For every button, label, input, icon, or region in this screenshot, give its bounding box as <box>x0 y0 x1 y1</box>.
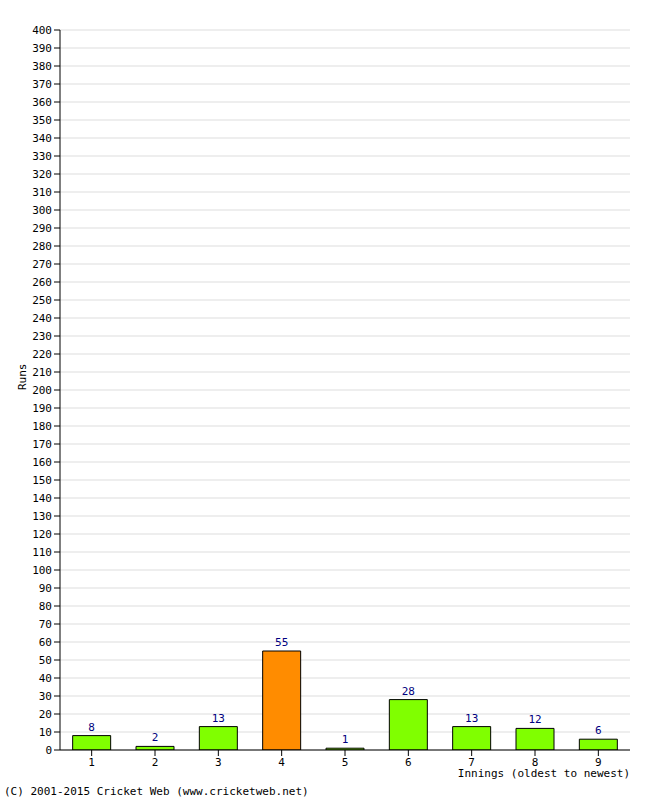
svg-text:3: 3 <box>215 756 222 769</box>
svg-text:9: 9 <box>595 756 602 769</box>
svg-text:90: 90 <box>39 582 52 595</box>
svg-text:360: 360 <box>32 96 52 109</box>
svg-text:120: 120 <box>32 528 52 541</box>
svg-text:50: 50 <box>39 654 52 667</box>
svg-text:100: 100 <box>32 564 52 577</box>
svg-text:270: 270 <box>32 258 52 271</box>
svg-text:30: 30 <box>39 690 52 703</box>
svg-text:13: 13 <box>465 712 478 725</box>
svg-text:180: 180 <box>32 420 52 433</box>
svg-text:2: 2 <box>152 731 159 744</box>
svg-text:340: 340 <box>32 132 52 145</box>
svg-text:1: 1 <box>88 756 95 769</box>
svg-text:8: 8 <box>532 756 539 769</box>
svg-text:200: 200 <box>32 384 52 397</box>
svg-text:290: 290 <box>32 222 52 235</box>
svg-text:220: 220 <box>32 348 52 361</box>
svg-text:0: 0 <box>45 744 52 757</box>
svg-text:250: 250 <box>32 294 52 307</box>
svg-text:20: 20 <box>39 708 52 721</box>
svg-text:60: 60 <box>39 636 52 649</box>
svg-text:280: 280 <box>32 240 52 253</box>
html-text:(C) 2001-2015 Cricket Web (www: (C) 2001-2015 Cricket Web (www.cricketwe… <box>4 785 309 798</box>
svg-text:5: 5 <box>342 756 349 769</box>
svg-text:10: 10 <box>39 726 52 739</box>
svg-text:70: 70 <box>39 618 52 631</box>
svg-text:6: 6 <box>405 756 412 769</box>
svg-text:28: 28 <box>402 685 415 698</box>
svg-text:Runs: Runs <box>16 364 29 391</box>
svg-text:230: 230 <box>32 330 52 343</box>
svg-text:190: 190 <box>32 402 52 415</box>
svg-text:80: 80 <box>39 600 52 613</box>
html-text:Innings (oldest to newest): Innings (oldest to newest) <box>457 767 630 780</box>
svg-text:370: 370 <box>32 78 52 91</box>
svg-text:8: 8 <box>88 721 95 734</box>
svg-text:140: 140 <box>32 492 52 505</box>
svg-text:6: 6 <box>595 724 602 737</box>
svg-text:210: 210 <box>32 366 52 379</box>
svg-text:300: 300 <box>32 204 52 217</box>
svg-text:110: 110 <box>32 546 52 559</box>
svg-text:320: 320 <box>32 168 52 181</box>
svg-text:12: 12 <box>528 713 541 726</box>
svg-text:240: 240 <box>32 312 52 325</box>
svg-text:390: 390 <box>32 42 52 55</box>
svg-text:310: 310 <box>32 186 52 199</box>
svg-text:40: 40 <box>39 672 52 685</box>
svg-text:2: 2 <box>152 756 159 769</box>
svg-text:170: 170 <box>32 438 52 451</box>
svg-text:4: 4 <box>278 756 285 769</box>
svg-text:13: 13 <box>212 712 225 725</box>
svg-text:260: 260 <box>32 276 52 289</box>
svg-text:55: 55 <box>275 636 288 649</box>
svg-text:380: 380 <box>32 60 52 73</box>
svg-text:330: 330 <box>32 150 52 163</box>
svg-text:400: 400 <box>32 24 52 37</box>
svg-text:130: 130 <box>32 510 52 523</box>
svg-text:160: 160 <box>32 456 52 469</box>
svg-text:150: 150 <box>32 474 52 487</box>
svg-text:1: 1 <box>342 733 349 746</box>
svg-text:7: 7 <box>468 756 475 769</box>
svg-text:350: 350 <box>32 114 52 127</box>
